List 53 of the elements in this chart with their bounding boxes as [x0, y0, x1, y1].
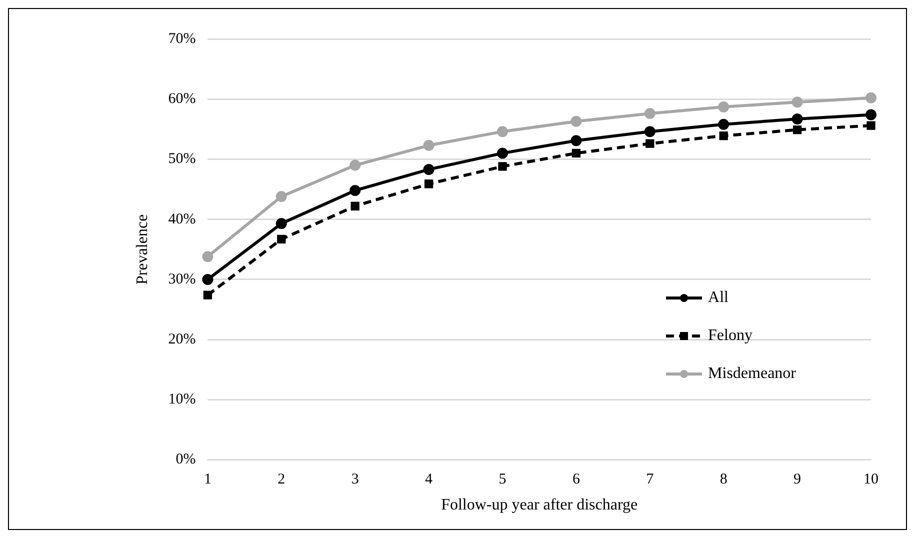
- point: [644, 108, 656, 120]
- x-tick-label: 4: [425, 472, 434, 488]
- y-tick-label: 0%: [176, 452, 196, 468]
- point: [424, 180, 434, 188]
- x-tick-label: 5: [498, 472, 506, 488]
- point: [497, 148, 508, 159]
- x-tick-label: 3: [351, 472, 359, 488]
- y-axis-title: Prevalence: [134, 214, 151, 284]
- point: [202, 274, 214, 285]
- point: [350, 184, 361, 196]
- x-tick-label: 1: [204, 472, 212, 488]
- point: [277, 234, 286, 244]
- point: [423, 164, 434, 175]
- y-tick-label: 70%: [168, 30, 196, 47]
- y-tick-label: 10%: [168, 392, 196, 408]
- point: [644, 126, 656, 138]
- point: [276, 191, 287, 202]
- point: [423, 140, 434, 151]
- point: [276, 218, 287, 230]
- point: [570, 135, 582, 146]
- point: [866, 121, 876, 130]
- point: [792, 96, 803, 108]
- point: [572, 148, 581, 158]
- point: [498, 162, 507, 171]
- point: [792, 125, 802, 134]
- x-axis-title: Follow-up year after discharge: [441, 496, 638, 514]
- point: [350, 160, 361, 171]
- x-tick-label: 6: [572, 472, 580, 488]
- x-tick-label: 2: [278, 472, 286, 488]
- point: [202, 251, 214, 262]
- legend-label: All: [708, 289, 728, 307]
- point: [570, 116, 582, 127]
- y-tick-label: 50%: [168, 151, 196, 168]
- point: [866, 92, 876, 104]
- x-tick-label: 10: [864, 472, 878, 488]
- y-tick-label: 30%: [168, 271, 196, 288]
- x-tick-label: 9: [794, 472, 802, 488]
- x-tick-label: 8: [720, 472, 728, 488]
- point: [718, 118, 730, 130]
- point: [866, 109, 876, 120]
- point: [719, 131, 728, 140]
- x-tick-label: 7: [646, 472, 654, 488]
- point: [718, 101, 730, 112]
- y-tick-label: 60%: [168, 91, 196, 108]
- point: [792, 113, 803, 124]
- legend-label: Misdemeanor: [708, 365, 796, 383]
- y-tick-label: 40%: [168, 211, 196, 228]
- point: [350, 202, 360, 210]
- point: [646, 139, 654, 148]
- point: [203, 290, 212, 300]
- point: [497, 126, 508, 138]
- legend-label: Felony: [708, 327, 752, 345]
- y-tick-label: 20%: [168, 332, 196, 348]
